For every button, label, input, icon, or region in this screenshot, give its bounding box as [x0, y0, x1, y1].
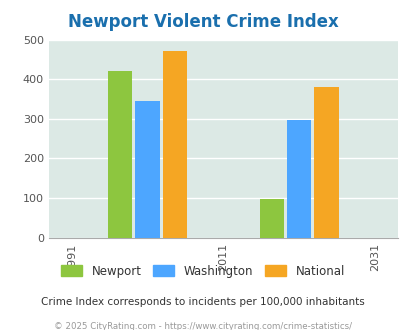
Bar: [313, 87, 338, 238]
Bar: [286, 120, 311, 238]
Bar: [135, 101, 159, 238]
Text: Crime Index corresponds to incidents per 100,000 inhabitants: Crime Index corresponds to incidents per…: [41, 297, 364, 307]
Bar: [162, 51, 186, 238]
Bar: [108, 71, 132, 238]
Text: Newport Violent Crime Index: Newport Violent Crime Index: [68, 13, 337, 31]
Legend: Newport, Washington, National: Newport, Washington, National: [56, 260, 349, 282]
Bar: [259, 199, 283, 238]
Text: © 2025 CityRating.com - https://www.cityrating.com/crime-statistics/: © 2025 CityRating.com - https://www.city…: [54, 322, 351, 330]
